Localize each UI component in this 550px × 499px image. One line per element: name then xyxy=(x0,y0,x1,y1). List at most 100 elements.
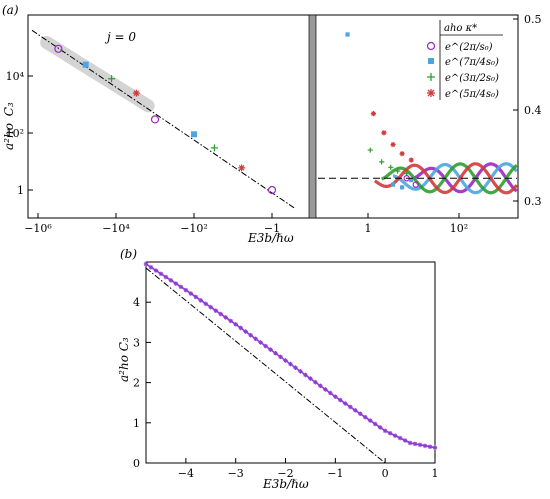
legend-marker-4 xyxy=(427,89,435,97)
b-marker-56 xyxy=(417,442,423,448)
b-marker-18 xyxy=(228,318,234,324)
early-point-3-5 xyxy=(408,157,414,163)
b-marker-2 xyxy=(148,264,154,270)
a-ytick-label-3: 10⁴ xyxy=(6,70,25,83)
panel-b-label: (b) xyxy=(120,247,137,261)
panel-b-ylabel: a²ho C₃ xyxy=(117,337,131,382)
asymptote-line xyxy=(31,29,296,210)
b-xtick-label-1: −4 xyxy=(178,467,194,480)
point-s1-2 xyxy=(150,115,160,124)
b-marker-34 xyxy=(308,376,313,381)
panel-a-ylabel-sub: C₃ xyxy=(2,102,16,116)
legend-marker-2 xyxy=(428,58,434,64)
b-marker-26 xyxy=(268,347,273,352)
panel-a-right-plot: 1 10² 0.3 0.4 0.5 xyxy=(318,13,542,235)
j0-band xyxy=(40,35,155,113)
b-marker-15 xyxy=(213,308,219,313)
a-right-ytick-label-2: 0.4 xyxy=(524,104,542,117)
b-marker-40 xyxy=(338,397,343,403)
b-marker-9 xyxy=(183,287,189,293)
b-marker-5 xyxy=(163,274,169,280)
b-marker-29 xyxy=(283,358,288,363)
legend-entry-4: e^(5π/4s₀) xyxy=(445,89,499,100)
a-ytick-label-2: 10² xyxy=(6,127,24,140)
b-ytick-label-4: 3 xyxy=(133,336,140,349)
b-marker-59 xyxy=(432,445,438,451)
a-right-xtick-label-2: 10² xyxy=(450,222,468,235)
early-point-3-4 xyxy=(399,151,405,157)
b-marker-57 xyxy=(422,443,428,449)
b-marker-47 xyxy=(372,421,378,427)
j-annotation: j = 0 xyxy=(104,30,136,44)
a-xtick-label-3: −10² xyxy=(180,222,208,235)
panel-b-xlabel: E3b/ℏω xyxy=(262,477,309,491)
b-marker-41 xyxy=(343,401,348,406)
b-marker-37 xyxy=(323,387,328,392)
b-marker-28 xyxy=(278,354,283,360)
b-curve xyxy=(145,263,436,449)
b-marker-49 xyxy=(382,428,388,434)
b-marker-48 xyxy=(377,425,383,430)
oscillation-curve-2 xyxy=(393,162,519,195)
early-point-3-1 xyxy=(370,111,377,117)
panel-a-ylabel-main: a²ho xyxy=(2,123,16,150)
legend-entry-1: e^(2π/s₀) xyxy=(445,42,493,53)
point-s2-2 xyxy=(191,131,197,138)
legend-entry-2: e^(7π/4s₀) xyxy=(445,57,499,68)
point-s4-1 xyxy=(132,89,140,97)
b-marker-4 xyxy=(158,271,164,277)
b-marker-3 xyxy=(153,268,159,273)
b-marker-53 xyxy=(402,438,408,443)
panel-a-label: (a) xyxy=(2,3,19,17)
b-marker-20 xyxy=(238,325,243,331)
b-marker-23 xyxy=(253,336,258,342)
b-marker-52 xyxy=(397,435,403,441)
b-marker-27 xyxy=(273,350,278,356)
b-marker-10 xyxy=(188,291,194,296)
early-point-1-1 xyxy=(345,32,350,37)
b-marker-39 xyxy=(333,394,338,399)
a-xtick-label-2: −10⁴ xyxy=(102,222,130,235)
a-xtick-label-4: −1 xyxy=(264,222,280,235)
b-marker-33 xyxy=(303,372,308,378)
b-marker-51 xyxy=(392,433,398,438)
panel-b-frame xyxy=(145,261,436,464)
b-marker-1 xyxy=(143,261,149,267)
oscillation-curve-1 xyxy=(412,162,518,194)
early-point-4-2 xyxy=(412,181,419,188)
b-marker-43 xyxy=(352,408,358,413)
b-marker-42 xyxy=(347,404,353,410)
a-right-ytick-label-1: 0.3 xyxy=(524,195,542,208)
b-marker-38 xyxy=(328,390,333,396)
b-marker-8 xyxy=(178,284,184,290)
b-xtick-label-5: 0 xyxy=(382,467,389,480)
point-s3-2 xyxy=(210,144,218,152)
b-marker-55 xyxy=(412,441,418,447)
b-ytick-label-2: 1 xyxy=(133,417,140,430)
early-point-1-2 xyxy=(390,182,396,187)
b-marker-14 xyxy=(208,304,214,310)
b-marker-32 xyxy=(298,369,303,374)
legend-marker-1 xyxy=(426,41,436,51)
b-marker-13 xyxy=(203,301,209,307)
b-marker-36 xyxy=(318,383,323,389)
early-point-2-2 xyxy=(379,159,385,165)
b-marker-7 xyxy=(173,281,179,286)
b-marker-35 xyxy=(313,379,318,385)
early-point-2-1 xyxy=(367,147,373,153)
b-marker-25 xyxy=(263,343,268,349)
legend-marker-3 xyxy=(427,73,435,81)
b-ytick-label-3: 2 xyxy=(133,377,140,390)
a-xtick-label-1: −10⁶ xyxy=(24,222,52,235)
panel-a-divider xyxy=(308,14,317,219)
b-marker-50 xyxy=(387,430,393,436)
b-xtick-label-6: 1 xyxy=(432,467,439,480)
a-right-ytick-label-3: 0.5 xyxy=(524,13,542,26)
b-marker-46 xyxy=(367,418,373,423)
panel-a-xlabel: E3b/ℏω xyxy=(247,231,294,245)
legend-entry-3: e^(3π/2s₀) xyxy=(445,73,499,84)
panel-a-left-plot: −10⁶ −10⁴ −10² −1 1 10² 10⁴ xyxy=(6,29,296,235)
b-ytick-label-5: 4 xyxy=(133,296,140,309)
legend-title: aho κ* xyxy=(444,23,477,34)
b-xtick-label-4: −1 xyxy=(327,467,343,480)
